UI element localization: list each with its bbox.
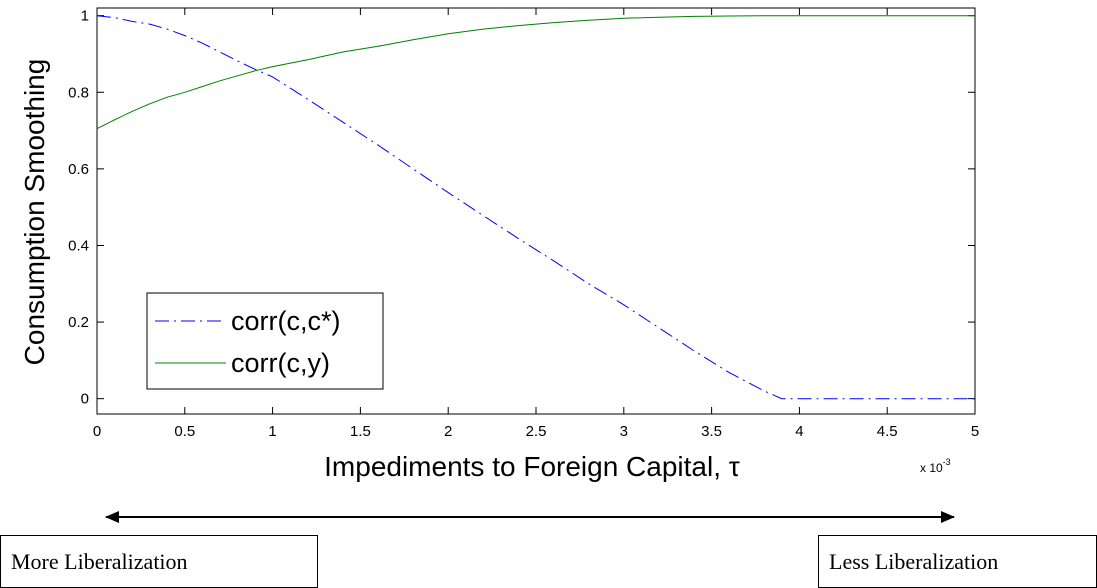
x-tick-label: 2.5: [526, 423, 547, 440]
x-tick-label: 0.5: [174, 423, 195, 440]
x-tick-label: 1.5: [350, 423, 371, 440]
x-exponent-base: x 10: [920, 461, 943, 475]
y-tick-label: 1: [81, 8, 89, 25]
legend-label-corr-c-cstar: corr(c,c*): [231, 306, 341, 336]
x-exponent-power: -3: [943, 457, 951, 467]
series-lines: [96, 15, 975, 400]
x-tick-label: 0: [93, 423, 101, 440]
series-line-corr-c-cstar: [96, 15, 975, 400]
x-tick-label: 1: [268, 423, 276, 440]
y-tick-label: 0: [81, 391, 89, 408]
x-tick-label: 3: [620, 423, 628, 440]
y-tick-label: 0.8: [68, 84, 89, 101]
legend: corr(c,c*) corr(c,y): [146, 292, 384, 390]
x-tick-label: 5: [971, 423, 979, 440]
x-axis-title: Impediments to Foreign Capital, τ: [324, 451, 740, 482]
y-tick-label: 0.2: [68, 314, 89, 331]
tick-labels: 0 0.5 1 1.5 2 2.5 3 3.5 4 4.5 5 0 0.2 0.4 0.6 0.8 1: [68, 8, 979, 440]
x-tick-label: 2: [444, 423, 452, 440]
more-liberalization-box: More Liberalization: [0, 535, 318, 588]
y-tick-label: 0.4: [68, 237, 89, 254]
x-tick-label: 3.5: [701, 423, 722, 440]
y-axis-title: Consumption Smoothing: [19, 59, 50, 366]
y-tick-label: 0.6: [68, 161, 89, 178]
x-axis-exponent: x 10-3: [920, 457, 951, 475]
legend-box: [146, 292, 384, 390]
less-liberalization-box: Less Liberalization: [818, 535, 1097, 588]
series-line-corr-c-y: [96, 15, 975, 130]
x-tick-label: 4: [795, 423, 803, 440]
legend-label-corr-c-y: corr(c,y): [231, 348, 330, 378]
x-tick-label: 4.5: [877, 423, 898, 440]
